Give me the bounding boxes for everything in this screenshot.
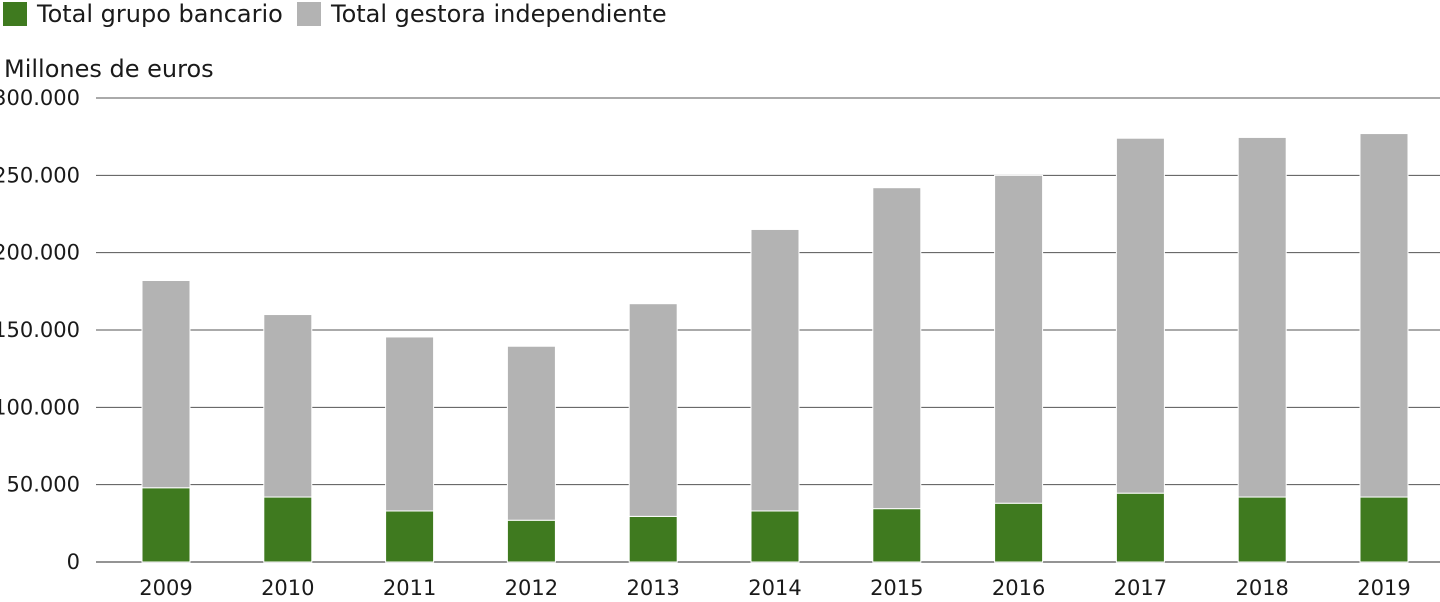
- bar-segment-grupo-bancario: [1115, 492, 1165, 563]
- y-tick-label: 0: [67, 550, 80, 574]
- bar-segment-grupo-bancario: [872, 508, 922, 563]
- bar-segment-gestora-independiente: [628, 303, 678, 517]
- x-axis-ticks: 2009 2010 2011 2012 2013 2014 2015 2016 2017 2018…: [139, 576, 1410, 600]
- bar-segment-gestora-independiente: [872, 187, 922, 510]
- x-tick-label: 2014: [748, 576, 801, 600]
- x-tick-label: 2009: [139, 576, 192, 600]
- bar-segment-gestora-independiente: [1237, 136, 1287, 498]
- x-tick-label: 2016: [992, 576, 1045, 600]
- legend-swatch-gestora-independiente: [297, 2, 321, 26]
- bar-segment-gestora-independiente: [994, 174, 1044, 504]
- x-tick-label: 2017: [1114, 576, 1167, 600]
- bar-segment-grupo-bancario: [506, 519, 556, 563]
- legend-label-grupo-bancario: Total grupo bancario: [36, 0, 283, 28]
- bars: [141, 133, 1409, 563]
- legend-swatch-grupo-bancario: [3, 2, 27, 26]
- legend-label-gestora-independiente: Total gestora independiente: [330, 0, 667, 28]
- legend: Total grupo bancario Total gestora indep…: [3, 0, 667, 28]
- bar-segment-gestora-independiente: [1359, 133, 1409, 498]
- bar-segment-grupo-bancario: [385, 510, 435, 563]
- y-tick-label: 300.000: [0, 86, 80, 110]
- x-tick-label: 2011: [383, 576, 436, 600]
- bar-segment-gestora-independiente: [750, 228, 800, 512]
- bar-segment-gestora-independiente: [1115, 137, 1165, 494]
- bar-segment-grupo-bancario: [1359, 496, 1409, 563]
- y-axis-unit-label: Millones de euros: [4, 55, 214, 83]
- y-axis-ticks: 0 50.000 100.000 150.000 200.000 250.000 300.0…: [0, 86, 80, 574]
- x-tick-label: 2015: [870, 576, 923, 600]
- x-tick-label: 2012: [505, 576, 558, 600]
- bar-segment-grupo-bancario: [141, 487, 191, 563]
- x-tick-label: 2010: [261, 576, 314, 600]
- bar-segment-gestora-independiente: [385, 336, 435, 512]
- x-tick-label: 2019: [1357, 576, 1410, 600]
- y-tick-label: 50.000: [7, 473, 80, 497]
- x-tick-label: 2018: [1235, 576, 1288, 600]
- y-tick-label: 200.000: [0, 241, 80, 265]
- y-tick-label: 250.000: [0, 163, 80, 187]
- y-tick-label: 100.000: [0, 395, 80, 419]
- bar-segment-grupo-bancario: [263, 496, 313, 563]
- x-tick-label: 2013: [626, 576, 679, 600]
- bar-segment-gestora-independiente: [263, 314, 313, 498]
- bar-segment-grupo-bancario: [994, 502, 1044, 563]
- bar-segment-gestora-independiente: [506, 345, 556, 521]
- bar-segment-grupo-bancario: [628, 515, 678, 563]
- bar-segment-grupo-bancario: [750, 510, 800, 563]
- bar-segment-grupo-bancario: [1237, 496, 1287, 563]
- bar-segment-gestora-independiente: [141, 280, 191, 489]
- y-tick-label: 150.000: [0, 318, 80, 342]
